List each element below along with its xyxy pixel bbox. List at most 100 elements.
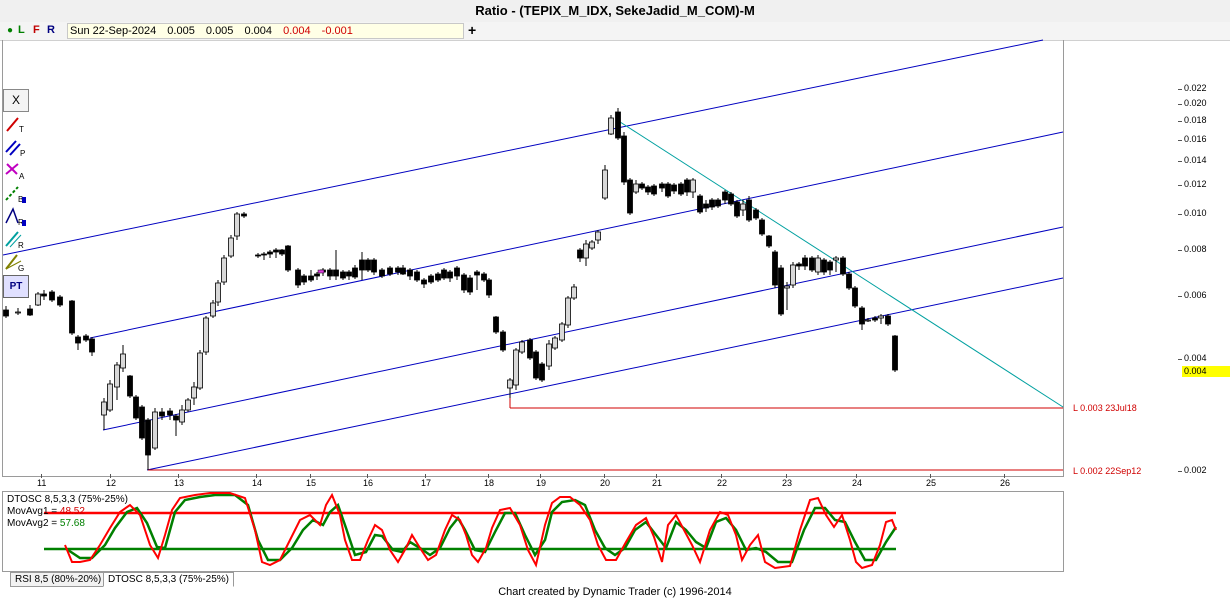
time-tick-label: 18 [484, 478, 495, 488]
price-tick-label: 0.016 [1184, 134, 1207, 144]
price-tick-label: 0.018 [1184, 115, 1207, 125]
time-tick [856, 474, 857, 478]
pt-tool-icon[interactable]: PT [3, 275, 29, 298]
footer-credit: Chart created by Dynamic Trader (c) 1996… [498, 586, 732, 598]
movavg1-row: MovAvg1 = 48.52 [7, 506, 128, 518]
price-tick [1178, 140, 1182, 141]
time-tick [110, 474, 111, 478]
time-tick-label: 23 [782, 478, 793, 488]
price-tick [1178, 104, 1182, 105]
price-tick [1178, 250, 1182, 251]
time-tick [41, 474, 42, 478]
time-tick-label: 13 [174, 478, 185, 488]
time-tick-label: 21 [652, 478, 663, 488]
r-tool-icon[interactable]: R [3, 206, 27, 227]
toolbar-f-button[interactable]: F [33, 24, 40, 36]
price-tick [1178, 161, 1182, 162]
time-tick-label: 17 [421, 478, 432, 488]
time-tick-label: 15 [306, 478, 317, 488]
tool-x-button[interactable]: X [3, 89, 29, 112]
price-axis-line [1063, 40, 1064, 476]
oscillator-title: DTOSC 8,5,3,3 (75%-25%) [7, 494, 128, 505]
trendline-tool-icon[interactable]: T [3, 114, 27, 135]
oscillator-legend: DTOSC 8,5,3,3 (75%-25%) MovAvg1 = 48.52 … [7, 494, 128, 530]
r2-tool-icon[interactable]: R [3, 229, 27, 250]
time-tick [1004, 474, 1005, 478]
toolbar: ● L F R Sun 22-Sep-2024 0.005 0.005 0.00… [0, 22, 1230, 41]
readout-low: 0.004 [244, 25, 273, 37]
drawing-tools: X T P A B R R G PT [3, 89, 29, 300]
time-tick [310, 474, 311, 478]
movavg2-value: 57.68 [59, 518, 85, 529]
tool-label: A [19, 172, 25, 181]
low-annotation-2012: L 0.002 22Sep12 [1073, 466, 1142, 476]
tab-rsi[interactable]: RSI 8,5 (80%-20%) [10, 572, 107, 587]
movavg2-label: MovAvg2 = [7, 518, 58, 529]
price-tick [1178, 214, 1182, 215]
price-tick-label: 0.004 [1184, 353, 1207, 363]
price-tick-label: 0.012 [1184, 179, 1207, 189]
readout-close: 0.004 [283, 25, 311, 37]
readout-open: 0.005 [167, 25, 195, 37]
time-tick [721, 474, 722, 478]
time-tick-label: 12 [106, 478, 117, 488]
time-tick-label: 19 [536, 478, 547, 488]
price-tick-label: 0.006 [1184, 290, 1207, 300]
tool-label: R [18, 218, 24, 227]
time-tick-label: 22 [717, 478, 728, 488]
time-tick [488, 474, 489, 478]
price-tick [1178, 185, 1182, 186]
b-tool-icon[interactable]: B [3, 183, 27, 204]
price-tick-label: 0.010 [1184, 208, 1207, 218]
time-tick-label: 24 [852, 478, 863, 488]
time-tick [540, 474, 541, 478]
tool-label: P [20, 149, 25, 158]
time-tick [786, 474, 787, 478]
time-tick-label: 14 [252, 478, 263, 488]
readout-high: 0.005 [205, 25, 234, 37]
time-tick [256, 474, 257, 478]
readout-date: Sun 22-Sep-2024 [70, 25, 157, 37]
andrews-tool-icon[interactable]: A [3, 160, 27, 181]
time-tick-label: 20 [600, 478, 611, 488]
readout-change: -0.001 [321, 25, 353, 37]
time-tick [604, 474, 605, 478]
chart-frame [2, 40, 1064, 477]
time-tick [178, 474, 179, 478]
current-price-badge: 0.004 [1182, 366, 1230, 377]
time-tick [656, 474, 657, 478]
movavg2-row: MovAvg2 = 57.68 [7, 518, 128, 530]
price-tick-label: 0.020 [1184, 98, 1207, 108]
tool-label: B [18, 195, 23, 204]
movavg1-value: 48.52 [59, 506, 85, 517]
window-title: Ratio - (TEPIX_M_IDX, SekeJadid_M_COM)-M [0, 0, 1230, 23]
status-dot-icon: ● [7, 25, 14, 36]
price-tick [1178, 121, 1182, 122]
time-tick [367, 474, 368, 478]
time-tick-label: 26 [1000, 478, 1011, 488]
g-tool-icon[interactable]: G [3, 252, 27, 273]
time-tick-label: 25 [926, 478, 937, 488]
time-tick-label: 16 [363, 478, 374, 488]
tab-dtosc[interactable]: DTOSC 8,5,3,3 (75%-25%) [103, 572, 234, 587]
ohlc-readout: Sun 22-Sep-2024 0.005 0.005 0.004 0.004 … [67, 23, 464, 39]
low-annotation-2018: L 0.003 23Jul18 [1073, 403, 1137, 413]
price-tick-label: 0.022 [1184, 83, 1207, 93]
time-tick [425, 474, 426, 478]
price-tick-label: 0.002 [1184, 465, 1207, 475]
price-tick [1178, 359, 1182, 360]
tool-label: T [19, 125, 24, 134]
oscillator-panel[interactable] [2, 491, 1064, 572]
price-tick [1178, 296, 1182, 297]
add-icon[interactable]: + [468, 22, 477, 38]
toolbar-r-button[interactable]: R [47, 24, 55, 36]
price-tick [1178, 89, 1182, 90]
time-tick-label: 11 [37, 478, 47, 488]
toolbar-l-button[interactable]: L [18, 24, 25, 36]
tool-label: G [18, 264, 24, 273]
time-tick [930, 474, 931, 478]
movavg1-label: MovAvg1 = [7, 506, 58, 517]
parallel-tool-icon[interactable]: P [3, 137, 27, 158]
price-tick-label: 0.014 [1184, 155, 1207, 165]
price-tick [1178, 471, 1182, 472]
